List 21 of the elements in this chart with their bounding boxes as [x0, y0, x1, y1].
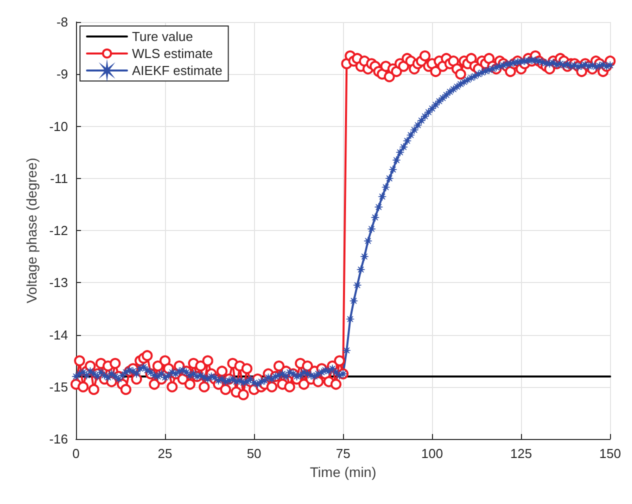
- y-tick-label: -14: [49, 327, 68, 342]
- legend-label: WLS estimate: [132, 46, 213, 61]
- x-tick-label: 100: [421, 446, 443, 461]
- y-tick-label: -9: [56, 66, 68, 82]
- x-tick-label: 25: [158, 446, 172, 461]
- x-tick-label: 150: [599, 446, 622, 461]
- legend-label: Ture value: [132, 29, 193, 44]
- y-tick-label: -11: [50, 170, 68, 186]
- y-tick-label: -15: [49, 379, 68, 394]
- x-tick-label: 0: [72, 446, 80, 461]
- y-tick-label: -8: [56, 14, 68, 30]
- y-axis-title: Voltage phase (degree): [23, 158, 40, 304]
- x-tick-label: 50: [246, 446, 262, 461]
- x-axis-title: Time (min): [310, 464, 376, 480]
- x-tick-label: 75: [336, 446, 350, 461]
- y-tick-label: -16: [49, 432, 68, 446]
- y-tick-label: -12: [49, 223, 68, 238]
- y-tick-label: -10: [49, 118, 68, 134]
- x-tick-label: 125: [510, 446, 532, 461]
- y-tick-label: -13: [49, 275, 68, 290]
- legend-label: AIEKF estimate: [132, 63, 222, 78]
